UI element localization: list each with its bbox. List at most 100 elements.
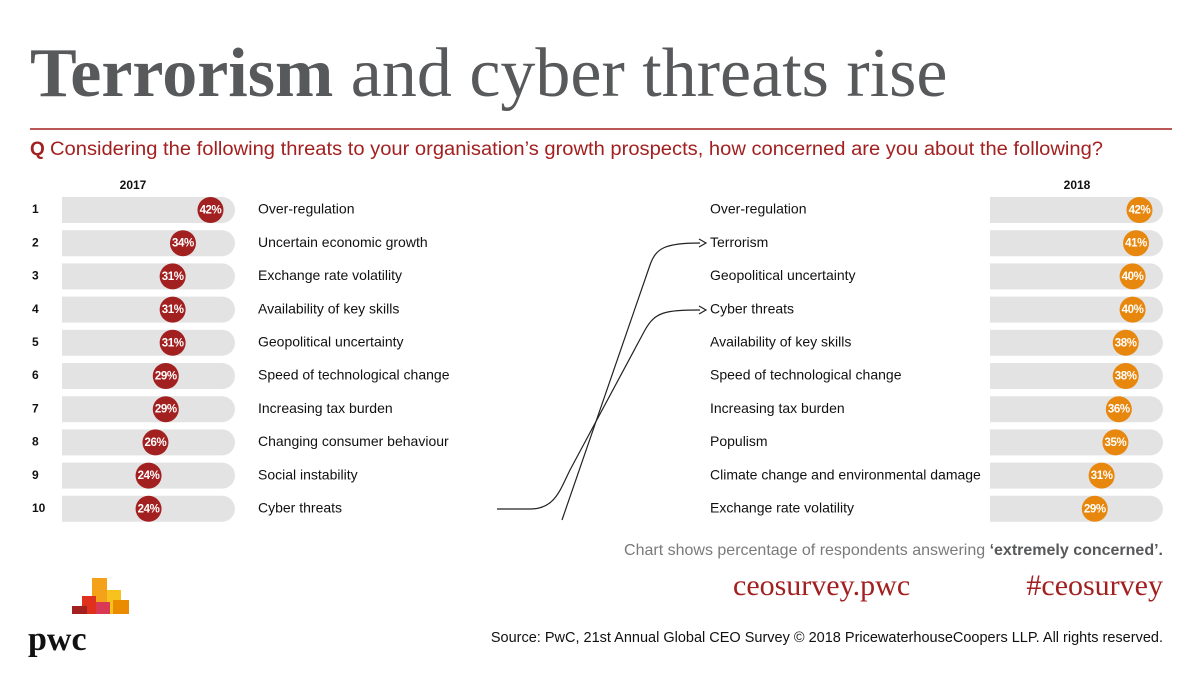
threat-label: Climate change and environmental damage — [710, 466, 981, 482]
connectors — [497, 238, 708, 521]
rank: 5 — [32, 335, 39, 349]
bar-track — [990, 197, 1163, 223]
rank: 2 — [32, 235, 39, 249]
value-label: 24% — [138, 470, 160, 482]
bar-track — [62, 396, 235, 423]
rank: 3 — [32, 269, 39, 283]
value-label: 42% — [200, 205, 222, 217]
year-header: 2018 — [1064, 178, 1091, 192]
rank: 6 — [32, 368, 39, 382]
value-label: 41% — [1125, 238, 1147, 250]
question: Considering the following threats to you… — [50, 139, 1103, 160]
note-text: Chart shows percentage of respondents an… — [624, 542, 990, 559]
bubble — [197, 197, 224, 223]
bubble — [169, 230, 196, 257]
threat-label: Increasing tax burden — [258, 400, 393, 416]
threat-label: Geopolitical uncertainty — [258, 334, 404, 350]
bubble — [142, 429, 169, 456]
value-label: 38% — [1115, 371, 1137, 383]
bubble — [159, 329, 186, 356]
value-label: 40% — [1122, 271, 1144, 283]
bubble — [1126, 197, 1153, 223]
value-label: 31% — [162, 337, 184, 349]
bubble — [159, 263, 186, 290]
threat-label: Cyber threats — [710, 300, 794, 316]
bar-track — [62, 197, 235, 223]
bar-track — [62, 230, 236, 257]
note: Chart shows percentage of respondents an… — [624, 542, 1163, 559]
arrow — [698, 305, 708, 315]
threat-label: Uncertain economic growth — [258, 234, 428, 250]
charts: 1 2 3 4 5 6 7 8 9 10 2017 42% Over-regulation 34% Unce… — [32, 178, 1163, 522]
bar-track — [990, 396, 1163, 423]
threat-label: Cyber threats — [258, 500, 342, 516]
url: ceosurvey.pwc — [733, 569, 910, 602]
hashtag: #ceosurvey — [1026, 569, 1163, 602]
rank: 4 — [32, 302, 39, 316]
rank: 10 — [32, 501, 46, 515]
value-label: 40% — [1122, 304, 1144, 316]
value-label: 42% — [1129, 205, 1151, 217]
bar-track — [62, 363, 235, 389]
bar-track — [990, 296, 1163, 323]
rank: 8 — [32, 435, 39, 449]
bubble — [152, 396, 179, 423]
bubble — [135, 462, 162, 489]
threat-label: Populism — [710, 433, 768, 449]
value-label: 31% — [1091, 470, 1113, 482]
value-label: 35% — [1104, 437, 1126, 449]
bubble — [1112, 329, 1139, 356]
bar-track — [62, 296, 235, 323]
value-label: 29% — [155, 371, 177, 383]
threat-label: Over-regulation — [258, 201, 355, 217]
title-bold: Terrorism — [30, 35, 333, 112]
threat-label: Speed of technological change — [258, 367, 450, 383]
threat-label: Availability of key skills — [258, 300, 399, 316]
connector-terrorism — [561, 242, 701, 521]
bubble — [152, 363, 179, 389]
bar-track — [990, 495, 1163, 522]
threat-label: Over-regulation — [710, 201, 807, 217]
bubble — [1088, 462, 1115, 489]
threat-label: Geopolitical uncertainty — [710, 267, 856, 283]
note-bold: ‘extremely concerned’. — [990, 542, 1163, 559]
threat-label: Terrorism — [710, 234, 768, 250]
value-label: 38% — [1115, 337, 1137, 349]
value-label: 31% — [162, 304, 184, 316]
bar-track — [990, 462, 1163, 489]
bubble — [1119, 263, 1146, 290]
threat-label: Changing consumer behaviour — [258, 433, 449, 449]
threat-label: Increasing tax burden — [710, 400, 845, 416]
bar-track — [62, 329, 235, 356]
bubble — [159, 296, 186, 323]
bubble — [1119, 296, 1146, 323]
title-rest: and cyber threats rise — [351, 35, 948, 112]
source: Source: PwC, 21st Annual Global CEO Surv… — [491, 630, 1163, 646]
year-header: 2017 — [120, 178, 147, 192]
threat-label: Exchange rate volatility — [258, 267, 402, 283]
value-label: 36% — [1108, 404, 1130, 416]
bubble — [1123, 230, 1150, 257]
value-label: 29% — [155, 404, 177, 416]
logo-text: pwc — [28, 621, 87, 658]
logo-blocks — [72, 578, 129, 614]
value-label: 31% — [162, 271, 184, 283]
rank: 9 — [32, 468, 39, 482]
value-label: 26% — [145, 437, 167, 449]
question-marker: Q — [30, 139, 45, 160]
value-label: 29% — [1084, 503, 1106, 515]
bubble — [135, 495, 162, 522]
value-label: 34% — [172, 238, 194, 250]
threat-label: Availability of key skills — [710, 334, 851, 350]
bar-track — [990, 263, 1163, 290]
bubble — [1105, 396, 1132, 423]
rank: 1 — [32, 202, 39, 216]
threat-label: Social instability — [258, 466, 358, 482]
threat-label: Exchange rate volatility — [710, 500, 854, 516]
bubble — [1112, 363, 1139, 389]
value-label: 24% — [138, 503, 160, 515]
arrow — [698, 238, 708, 248]
bar-track — [62, 263, 235, 290]
rank: 7 — [32, 401, 39, 415]
